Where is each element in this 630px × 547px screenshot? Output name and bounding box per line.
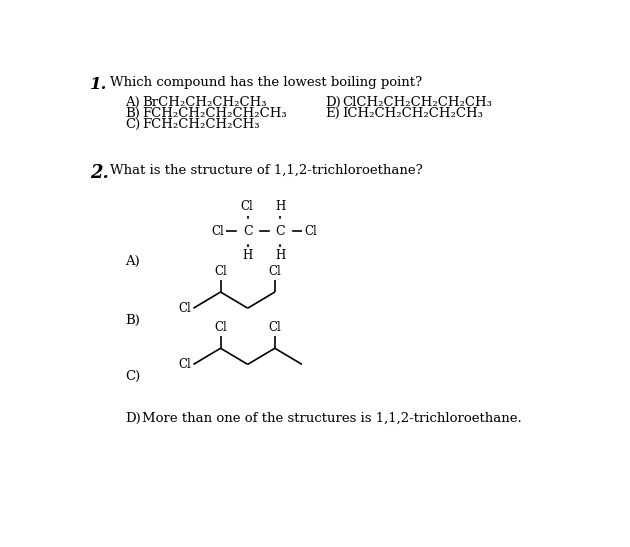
Text: C: C: [243, 225, 253, 238]
Text: H: H: [275, 201, 285, 213]
Text: C: C: [275, 225, 285, 238]
Text: B): B): [125, 315, 140, 327]
Text: FCH₂CH₂CH₂CH₃: FCH₂CH₂CH₂CH₃: [142, 118, 260, 131]
Text: Cl: Cl: [268, 265, 281, 278]
Text: H: H: [275, 249, 285, 262]
Text: What is the structure of 1,1,2-trichloroethane?: What is the structure of 1,1,2-trichloro…: [110, 164, 423, 177]
Text: FCH₂CH₂CH₂CH₂CH₃: FCH₂CH₂CH₂CH₂CH₃: [142, 107, 287, 120]
Text: More than one of the structures is 1,1,2-trichloroethane.: More than one of the structures is 1,1,2…: [142, 412, 522, 425]
Text: C): C): [125, 118, 140, 131]
Text: D): D): [325, 96, 341, 109]
Text: B): B): [125, 107, 140, 120]
Text: Cl: Cl: [304, 225, 317, 238]
Text: BrCH₂CH₂CH₂CH₃: BrCH₂CH₂CH₂CH₃: [142, 96, 266, 109]
Text: 2.: 2.: [89, 164, 108, 182]
Text: D): D): [125, 412, 141, 425]
Text: ClCH₂CH₂CH₂CH₂CH₃: ClCH₂CH₂CH₂CH₂CH₃: [342, 96, 492, 109]
Text: Cl: Cl: [214, 265, 227, 278]
Text: Which compound has the lowest boiling point?: Which compound has the lowest boiling po…: [110, 77, 422, 89]
Text: A): A): [125, 255, 140, 268]
Text: Cl: Cl: [212, 225, 224, 238]
Text: H: H: [243, 249, 253, 262]
Text: Cl: Cl: [178, 358, 191, 371]
Text: E): E): [325, 107, 340, 120]
Text: Cl: Cl: [214, 322, 227, 334]
Text: Cl: Cl: [178, 302, 191, 315]
Text: Cl: Cl: [241, 201, 253, 213]
Text: ICH₂CH₂CH₂CH₂CH₃: ICH₂CH₂CH₂CH₂CH₃: [342, 107, 483, 120]
Text: C): C): [125, 370, 140, 383]
Text: A): A): [125, 96, 140, 109]
Text: 1.: 1.: [89, 77, 107, 94]
Text: Cl: Cl: [268, 322, 281, 334]
